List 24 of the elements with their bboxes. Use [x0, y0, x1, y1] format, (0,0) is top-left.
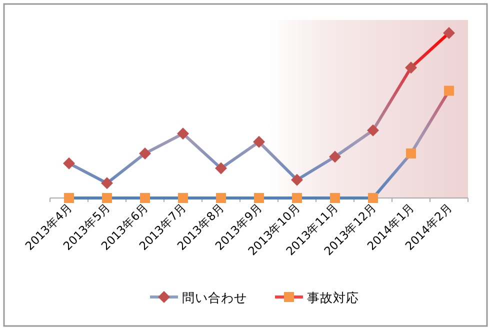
- point: [253, 136, 265, 148]
- point: [329, 150, 341, 163]
- point: [215, 162, 227, 174]
- point: [406, 148, 416, 158]
- point: [63, 157, 75, 170]
- point: [405, 62, 417, 74]
- point: [330, 193, 340, 203]
- point: [64, 193, 74, 203]
- point: [292, 193, 302, 203]
- point: [444, 86, 454, 96]
- point: [178, 193, 188, 203]
- point: [368, 193, 378, 203]
- point: [367, 124, 379, 136]
- point: [216, 193, 226, 203]
- point: [101, 177, 113, 190]
- legend-label: 問い合わせ: [182, 290, 247, 305]
- point: [140, 193, 150, 203]
- point: [139, 147, 151, 160]
- point: [291, 174, 303, 186]
- legend-label: 事故対応: [307, 290, 359, 305]
- point: [254, 193, 264, 203]
- point: [177, 128, 189, 140]
- point: [102, 193, 112, 203]
- point: [443, 27, 455, 39]
